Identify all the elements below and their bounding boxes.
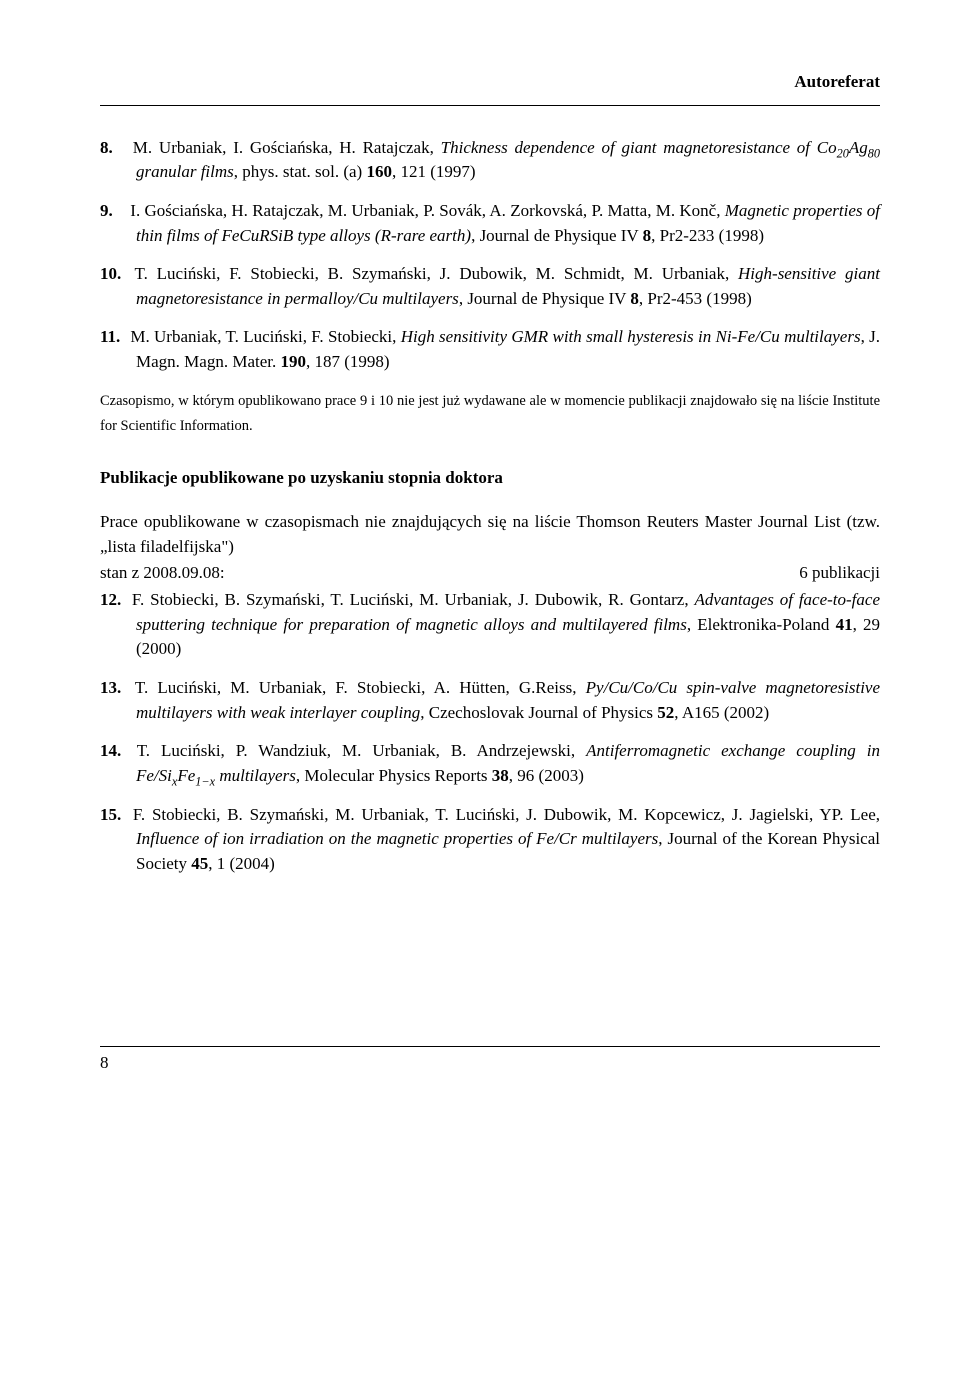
- reference-text: T. Luciński, F. Stobiecki, B. Szymański,…: [135, 264, 880, 308]
- reference-item: 15. F. Stobiecki, B. Szymański, M. Urban…: [100, 803, 880, 877]
- reference-item: 8. M. Urbaniak, I. Gościańska, H. Ratajc…: [100, 136, 880, 185]
- reference-number: 14.: [100, 739, 126, 764]
- reference-number: 12.: [100, 588, 126, 613]
- reference-number: 9.: [100, 199, 126, 224]
- section-intro-paragraph: Prace opublikowane w czasopismach nie zn…: [100, 510, 880, 559]
- footer-rule: [100, 1046, 880, 1047]
- reference-text: F. Stobiecki, B. Szymański, T. Luciński,…: [132, 590, 880, 658]
- reference-text: I. Gościańska, H. Ratajczak, M. Urbaniak…: [130, 201, 880, 245]
- reference-number: 10.: [100, 262, 126, 287]
- publication-count: 6 publikacji: [799, 561, 880, 586]
- reference-list-a: 8. M. Urbaniak, I. Gościańska, H. Ratajc…: [100, 136, 880, 375]
- reference-item: 13. T. Luciński, M. Urbaniak, F. Stobiec…: [100, 676, 880, 725]
- reference-item: 14. T. Luciński, P. Wandziuk, M. Urbania…: [100, 739, 880, 788]
- reference-list-b: 12. F. Stobiecki, B. Szymański, T. Luciń…: [100, 588, 880, 876]
- reference-text: M. Urbaniak, T. Luciński, F. Stobiecki, …: [130, 327, 880, 371]
- date-count-row: stan z 2008.09.08: 6 publikacji: [100, 561, 880, 586]
- status-date: stan z 2008.09.08:: [100, 561, 225, 586]
- reference-text: M. Urbaniak, I. Gościańska, H. Ratajczak…: [133, 138, 880, 182]
- reference-item: 12. F. Stobiecki, B. Szymański, T. Luciń…: [100, 588, 880, 662]
- reference-number: 13.: [100, 676, 126, 701]
- reference-item: 9. I. Gościańska, H. Ratajczak, M. Urban…: [100, 199, 880, 248]
- journal-note: Czasopismo, w którym opublikowano prace …: [100, 389, 880, 440]
- section-heading: Publikacje opublikowane po uzyskaniu sto…: [100, 466, 880, 491]
- reference-number: 15.: [100, 803, 126, 828]
- reference-item: 11. M. Urbaniak, T. Luciński, F. Stobiec…: [100, 325, 880, 374]
- reference-number: 8.: [100, 136, 126, 161]
- header-rule: [100, 105, 880, 106]
- page-header-title: Autoreferat: [100, 70, 880, 95]
- reference-item: 10. T. Luciński, F. Stobiecki, B. Szymań…: [100, 262, 880, 311]
- reference-number: 11.: [100, 325, 126, 350]
- reference-text: T. Luciński, M. Urbaniak, F. Stobiecki, …: [135, 678, 880, 722]
- page-number: 8: [100, 1051, 880, 1076]
- reference-text: T. Luciński, P. Wandziuk, M. Urbaniak, B…: [136, 741, 880, 785]
- reference-text: F. Stobiecki, B. Szymański, M. Urbaniak,…: [133, 805, 880, 873]
